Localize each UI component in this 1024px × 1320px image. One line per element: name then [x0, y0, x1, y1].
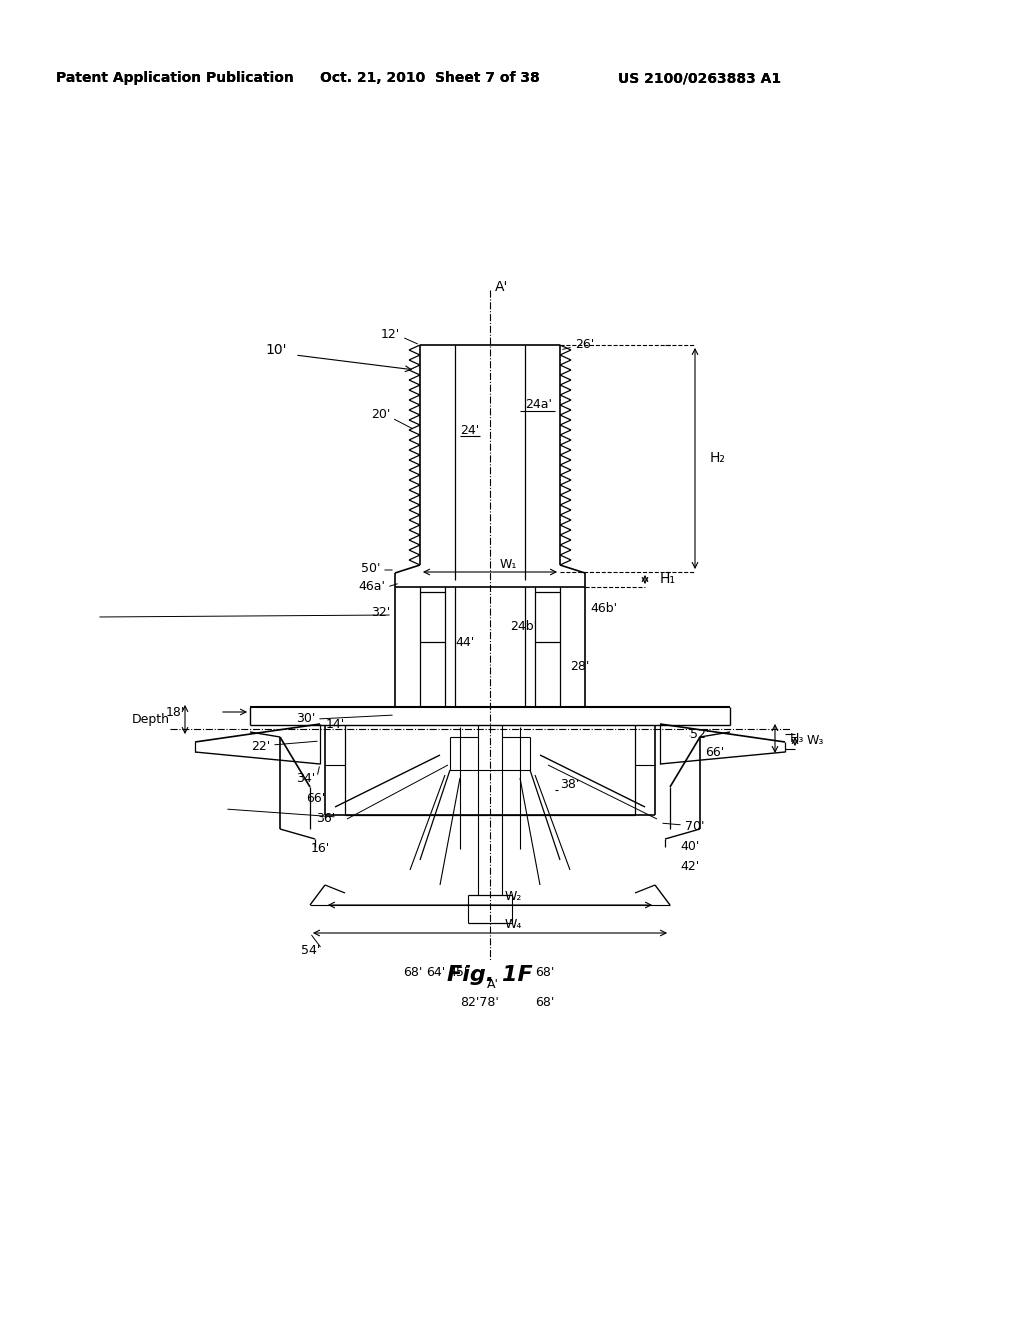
Text: 68': 68' — [402, 966, 422, 979]
Text: 82'78': 82'78' — [461, 997, 500, 1010]
Text: H₃: H₃ — [790, 731, 805, 744]
Text: W₁: W₁ — [500, 557, 517, 570]
Text: 22': 22' — [251, 741, 270, 754]
Text: US 2100/0263883 A1: US 2100/0263883 A1 — [618, 71, 781, 84]
Text: 10': 10' — [265, 343, 287, 356]
Text: 12': 12' — [381, 329, 400, 342]
Text: H₁: H₁ — [660, 572, 676, 586]
Text: A': A' — [495, 280, 508, 294]
Text: 24b': 24b' — [510, 620, 538, 634]
Text: 52': 52' — [690, 727, 710, 741]
Text: 66': 66' — [306, 792, 325, 805]
Text: 50': 50' — [360, 561, 380, 574]
Text: 38': 38' — [560, 779, 580, 792]
Text: 26': 26' — [575, 338, 594, 351]
Text: US 2100/0263883 A1: US 2100/0263883 A1 — [618, 71, 781, 84]
Text: 68': 68' — [535, 997, 554, 1010]
Text: W₄: W₄ — [505, 919, 522, 932]
Text: 20': 20' — [371, 408, 390, 421]
Text: Depth: Depth — [132, 713, 170, 726]
Text: H₂: H₂ — [710, 451, 726, 465]
Text: 44': 44' — [456, 635, 475, 648]
Text: 28': 28' — [570, 660, 590, 673]
Text: Oct. 21, 2010  Sheet 7 of 38: Oct. 21, 2010 Sheet 7 of 38 — [321, 71, 540, 84]
Text: 70': 70' — [685, 821, 705, 833]
Text: 45': 45' — [449, 966, 468, 979]
Text: 32': 32' — [371, 606, 390, 619]
Text: 36': 36' — [315, 813, 335, 825]
Text: Patent Application Publication: Patent Application Publication — [56, 71, 294, 84]
Text: 18': 18' — [166, 705, 185, 718]
Text: 42': 42' — [680, 861, 699, 874]
Text: 68': 68' — [535, 966, 554, 979]
Text: W₃: W₃ — [807, 734, 824, 747]
Text: 64': 64' — [426, 966, 445, 979]
Text: Oct. 21, 2010  Sheet 7 of 38: Oct. 21, 2010 Sheet 7 of 38 — [321, 71, 540, 84]
Text: 66': 66' — [705, 746, 724, 759]
Text: 46a': 46a' — [358, 581, 385, 594]
Text: Fig. 1F: Fig. 1F — [447, 965, 532, 985]
Text: 16': 16' — [310, 842, 330, 855]
Text: W₂: W₂ — [505, 891, 522, 903]
Text: Patent Application Publication: Patent Application Publication — [56, 71, 294, 84]
Text: 46b': 46b' — [590, 602, 617, 615]
Text: 54': 54' — [301, 945, 319, 957]
Text: 34': 34' — [296, 772, 315, 785]
Text: 14': 14' — [326, 718, 345, 731]
Text: 30': 30' — [296, 713, 315, 726]
Text: 40': 40' — [680, 841, 699, 854]
Text: A': A' — [487, 978, 499, 991]
Text: 24a': 24a' — [525, 399, 552, 412]
Text: 24': 24' — [461, 424, 479, 437]
